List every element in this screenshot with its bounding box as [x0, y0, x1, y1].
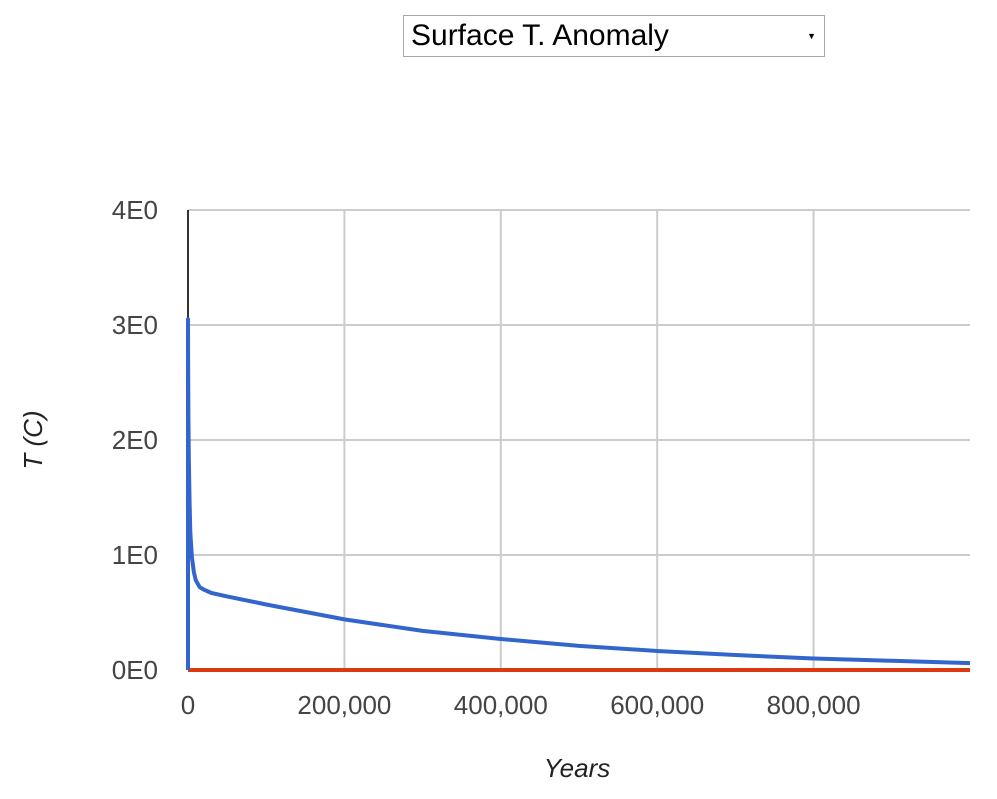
- x-tick-label: 200,000: [297, 690, 391, 720]
- series-select[interactable]: Surface T. Anomaly ▼: [403, 15, 825, 57]
- y-tick-label: 2E0: [112, 425, 158, 455]
- chart-series: [186, 317, 971, 672]
- y-tick-label: 0E0: [112, 655, 158, 685]
- y-tick-label: 4E0: [112, 195, 158, 225]
- x-axis-title: Years: [544, 753, 611, 783]
- x-axis-ticks: 0 200,000 400,000 600,000 800,000: [181, 690, 861, 720]
- series-line-0: [186, 317, 971, 670]
- x-tick-label: 400,000: [454, 690, 548, 720]
- series-select-value: Surface T. Anomaly: [411, 19, 669, 52]
- x-tick-label: 600,000: [610, 690, 704, 720]
- y-axis-ticks: 0E0 1E0 2E0 3E0 4E0: [112, 195, 158, 685]
- chart-grid: [187, 209, 970, 670]
- x-tick-label: 0: [181, 690, 195, 720]
- dropdown-arrow-icon: ▼: [807, 31, 816, 41]
- y-axis-title: T (C): [18, 410, 48, 469]
- y-tick-label: 3E0: [112, 310, 158, 340]
- x-tick-label: 800,000: [767, 690, 861, 720]
- y-tick-label: 1E0: [112, 540, 158, 570]
